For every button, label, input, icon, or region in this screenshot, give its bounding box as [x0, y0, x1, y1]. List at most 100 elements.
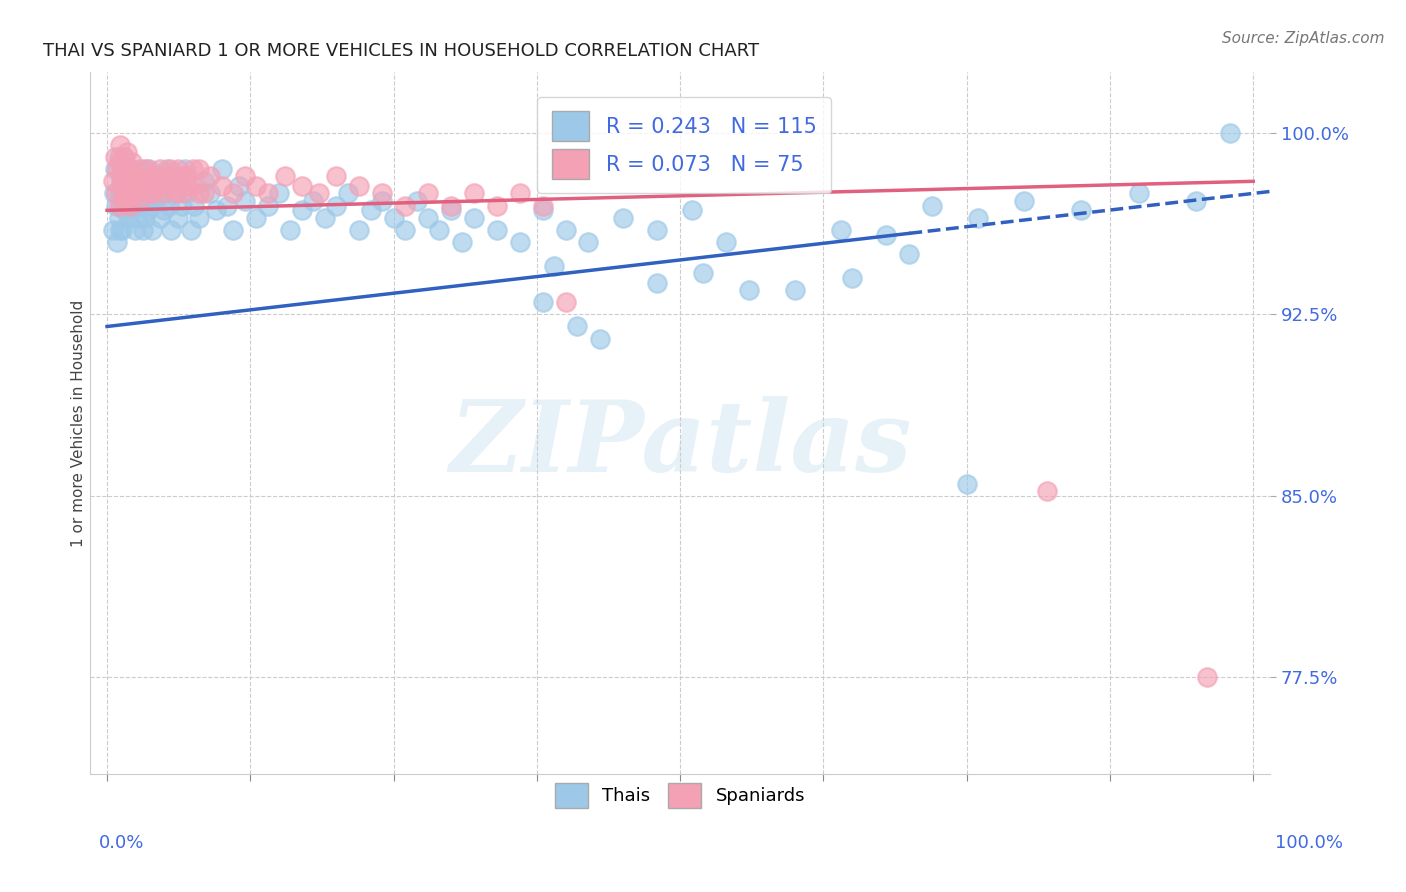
Point — [485, 223, 508, 237]
Point — [360, 203, 382, 218]
Point — [107, 198, 129, 212]
Point — [132, 179, 155, 194]
Point — [142, 186, 165, 201]
Point — [273, 169, 295, 184]
Point — [159, 162, 181, 177]
Point — [131, 174, 153, 188]
Point — [314, 211, 336, 225]
Point — [145, 179, 167, 194]
Point — [187, 162, 209, 177]
Point — [967, 211, 990, 225]
Point — [127, 211, 149, 225]
Point — [1197, 670, 1219, 684]
Point — [132, 198, 155, 212]
Point — [429, 223, 451, 237]
Point — [783, 283, 806, 297]
Point — [738, 283, 761, 297]
Point — [136, 162, 159, 177]
Point — [107, 150, 129, 164]
Point — [347, 179, 370, 194]
Point — [841, 271, 863, 285]
Point — [131, 186, 153, 201]
Point — [110, 169, 132, 184]
Point — [112, 186, 135, 201]
Point — [136, 203, 159, 218]
Point — [531, 203, 554, 218]
Point — [1185, 194, 1208, 208]
Point — [160, 223, 183, 237]
Point — [222, 186, 245, 201]
Point — [200, 169, 222, 184]
Point — [136, 186, 159, 201]
Point — [125, 186, 148, 201]
Point — [138, 162, 160, 177]
Point — [336, 186, 359, 201]
Point — [162, 186, 184, 201]
Point — [170, 169, 193, 184]
Point — [110, 174, 132, 188]
Point — [217, 198, 239, 212]
Text: Source: ZipAtlas.com: Source: ZipAtlas.com — [1222, 31, 1385, 46]
Point — [156, 162, 179, 177]
Point — [112, 203, 135, 218]
Point — [142, 169, 165, 184]
Point — [162, 179, 184, 194]
Point — [167, 162, 190, 177]
Point — [645, 276, 668, 290]
Point — [124, 184, 146, 198]
Point — [1070, 203, 1092, 218]
Point — [107, 155, 129, 169]
Point — [382, 211, 405, 225]
Point — [108, 186, 131, 201]
Point — [125, 174, 148, 188]
Point — [114, 184, 136, 198]
Point — [543, 259, 565, 273]
Point — [153, 186, 176, 201]
Point — [118, 164, 141, 178]
Point — [108, 138, 131, 153]
Point — [714, 235, 737, 249]
Point — [128, 186, 150, 201]
Point — [150, 186, 173, 201]
Point — [325, 198, 347, 212]
Text: 0.0%: 0.0% — [98, 834, 143, 852]
Point — [111, 223, 134, 237]
Point — [451, 235, 474, 249]
Point — [440, 198, 463, 212]
Point — [256, 186, 278, 201]
Point — [117, 186, 139, 201]
Point — [117, 174, 139, 188]
Point — [105, 198, 128, 212]
Point — [143, 194, 166, 208]
Point — [302, 194, 325, 208]
Point — [291, 203, 314, 218]
Point — [111, 162, 134, 177]
Point — [132, 162, 155, 177]
Point — [114, 179, 136, 194]
Point — [118, 198, 141, 212]
Point — [146, 174, 169, 188]
Point — [211, 179, 233, 194]
Point — [112, 150, 135, 164]
Point — [153, 179, 176, 194]
Point — [167, 211, 190, 225]
Point — [115, 145, 138, 160]
Legend: Thais, Spaniards: Thais, Spaniards — [548, 776, 813, 815]
Point — [509, 235, 531, 249]
Point — [157, 169, 180, 184]
Point — [108, 223, 131, 237]
Point — [187, 186, 209, 201]
Point — [280, 223, 302, 237]
Point — [165, 186, 187, 201]
Point — [554, 295, 576, 310]
Point — [371, 194, 394, 208]
Point — [139, 198, 162, 212]
Point — [134, 211, 156, 225]
Point — [165, 174, 187, 188]
Point — [105, 186, 128, 201]
Point — [110, 179, 132, 194]
Point — [245, 179, 267, 194]
Point — [121, 155, 143, 169]
Point — [125, 174, 148, 188]
Point — [118, 186, 141, 201]
